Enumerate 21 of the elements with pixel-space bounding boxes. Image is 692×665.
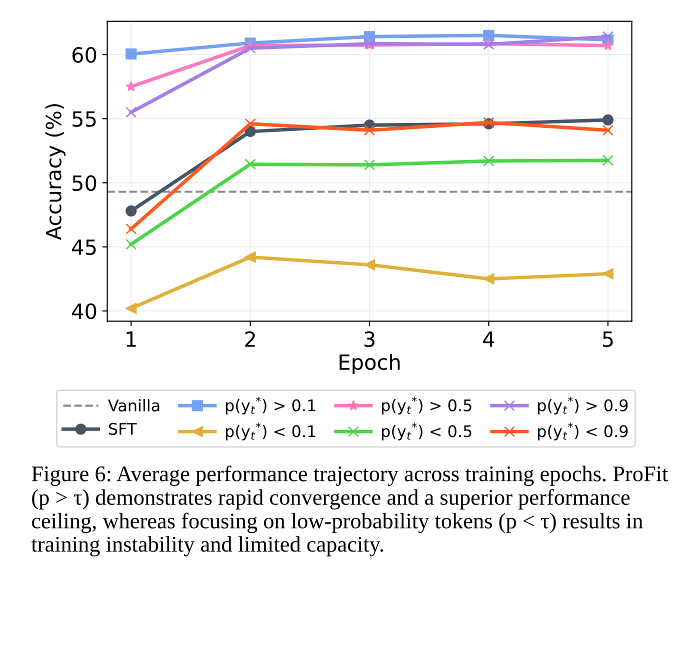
x-tick-label: 2	[245, 331, 255, 347]
y-tick-label: 50	[72, 175, 96, 191]
legend-label: p(y$_{t}$$^{*}$) < 0.1	[226, 422, 316, 440]
y-axis-title: Accuracy (%)	[45, 104, 66, 240]
legend-label: p(y$_{t}$$^{*}$) > 0.9	[538, 396, 628, 414]
legend-label: Vanilla	[108, 399, 160, 412]
x-tick-label: 3	[364, 331, 374, 348]
x-tick-label: 5	[602, 332, 613, 348]
legend-label: p(y$_{t}$$^{*}$) > 0.5	[382, 396, 472, 414]
x-tick-label: 1	[126, 332, 136, 347]
legend-label: p(y$_{t}$$^{*}$) > 0.1	[226, 396, 316, 414]
x-axis-title: Epoch	[340, 354, 400, 374]
caption: Figure 6: Average performance trajectory across training epochs. ProFit (p > τ) demonstrates rapid convergence and a superior performance ceiling, whereas focusing on low-probability tokens (p < τ) results in training instability and limited capacity.	[31, 466, 668, 556]
x-tick-label: 4	[483, 332, 494, 347]
y-tick-label: 40	[72, 303, 96, 320]
y-tick-label: 45	[72, 240, 96, 256]
legend-label: p(y$_{t}$$^{*}$) < 0.5	[382, 422, 472, 440]
y-tick-label: 55	[72, 111, 96, 127]
legend-label: p(y$_{t}$$^{*}$) < 0.9	[538, 422, 628, 440]
y-tick-label: 60	[72, 47, 96, 63]
legend-label: SFT	[108, 422, 137, 435]
